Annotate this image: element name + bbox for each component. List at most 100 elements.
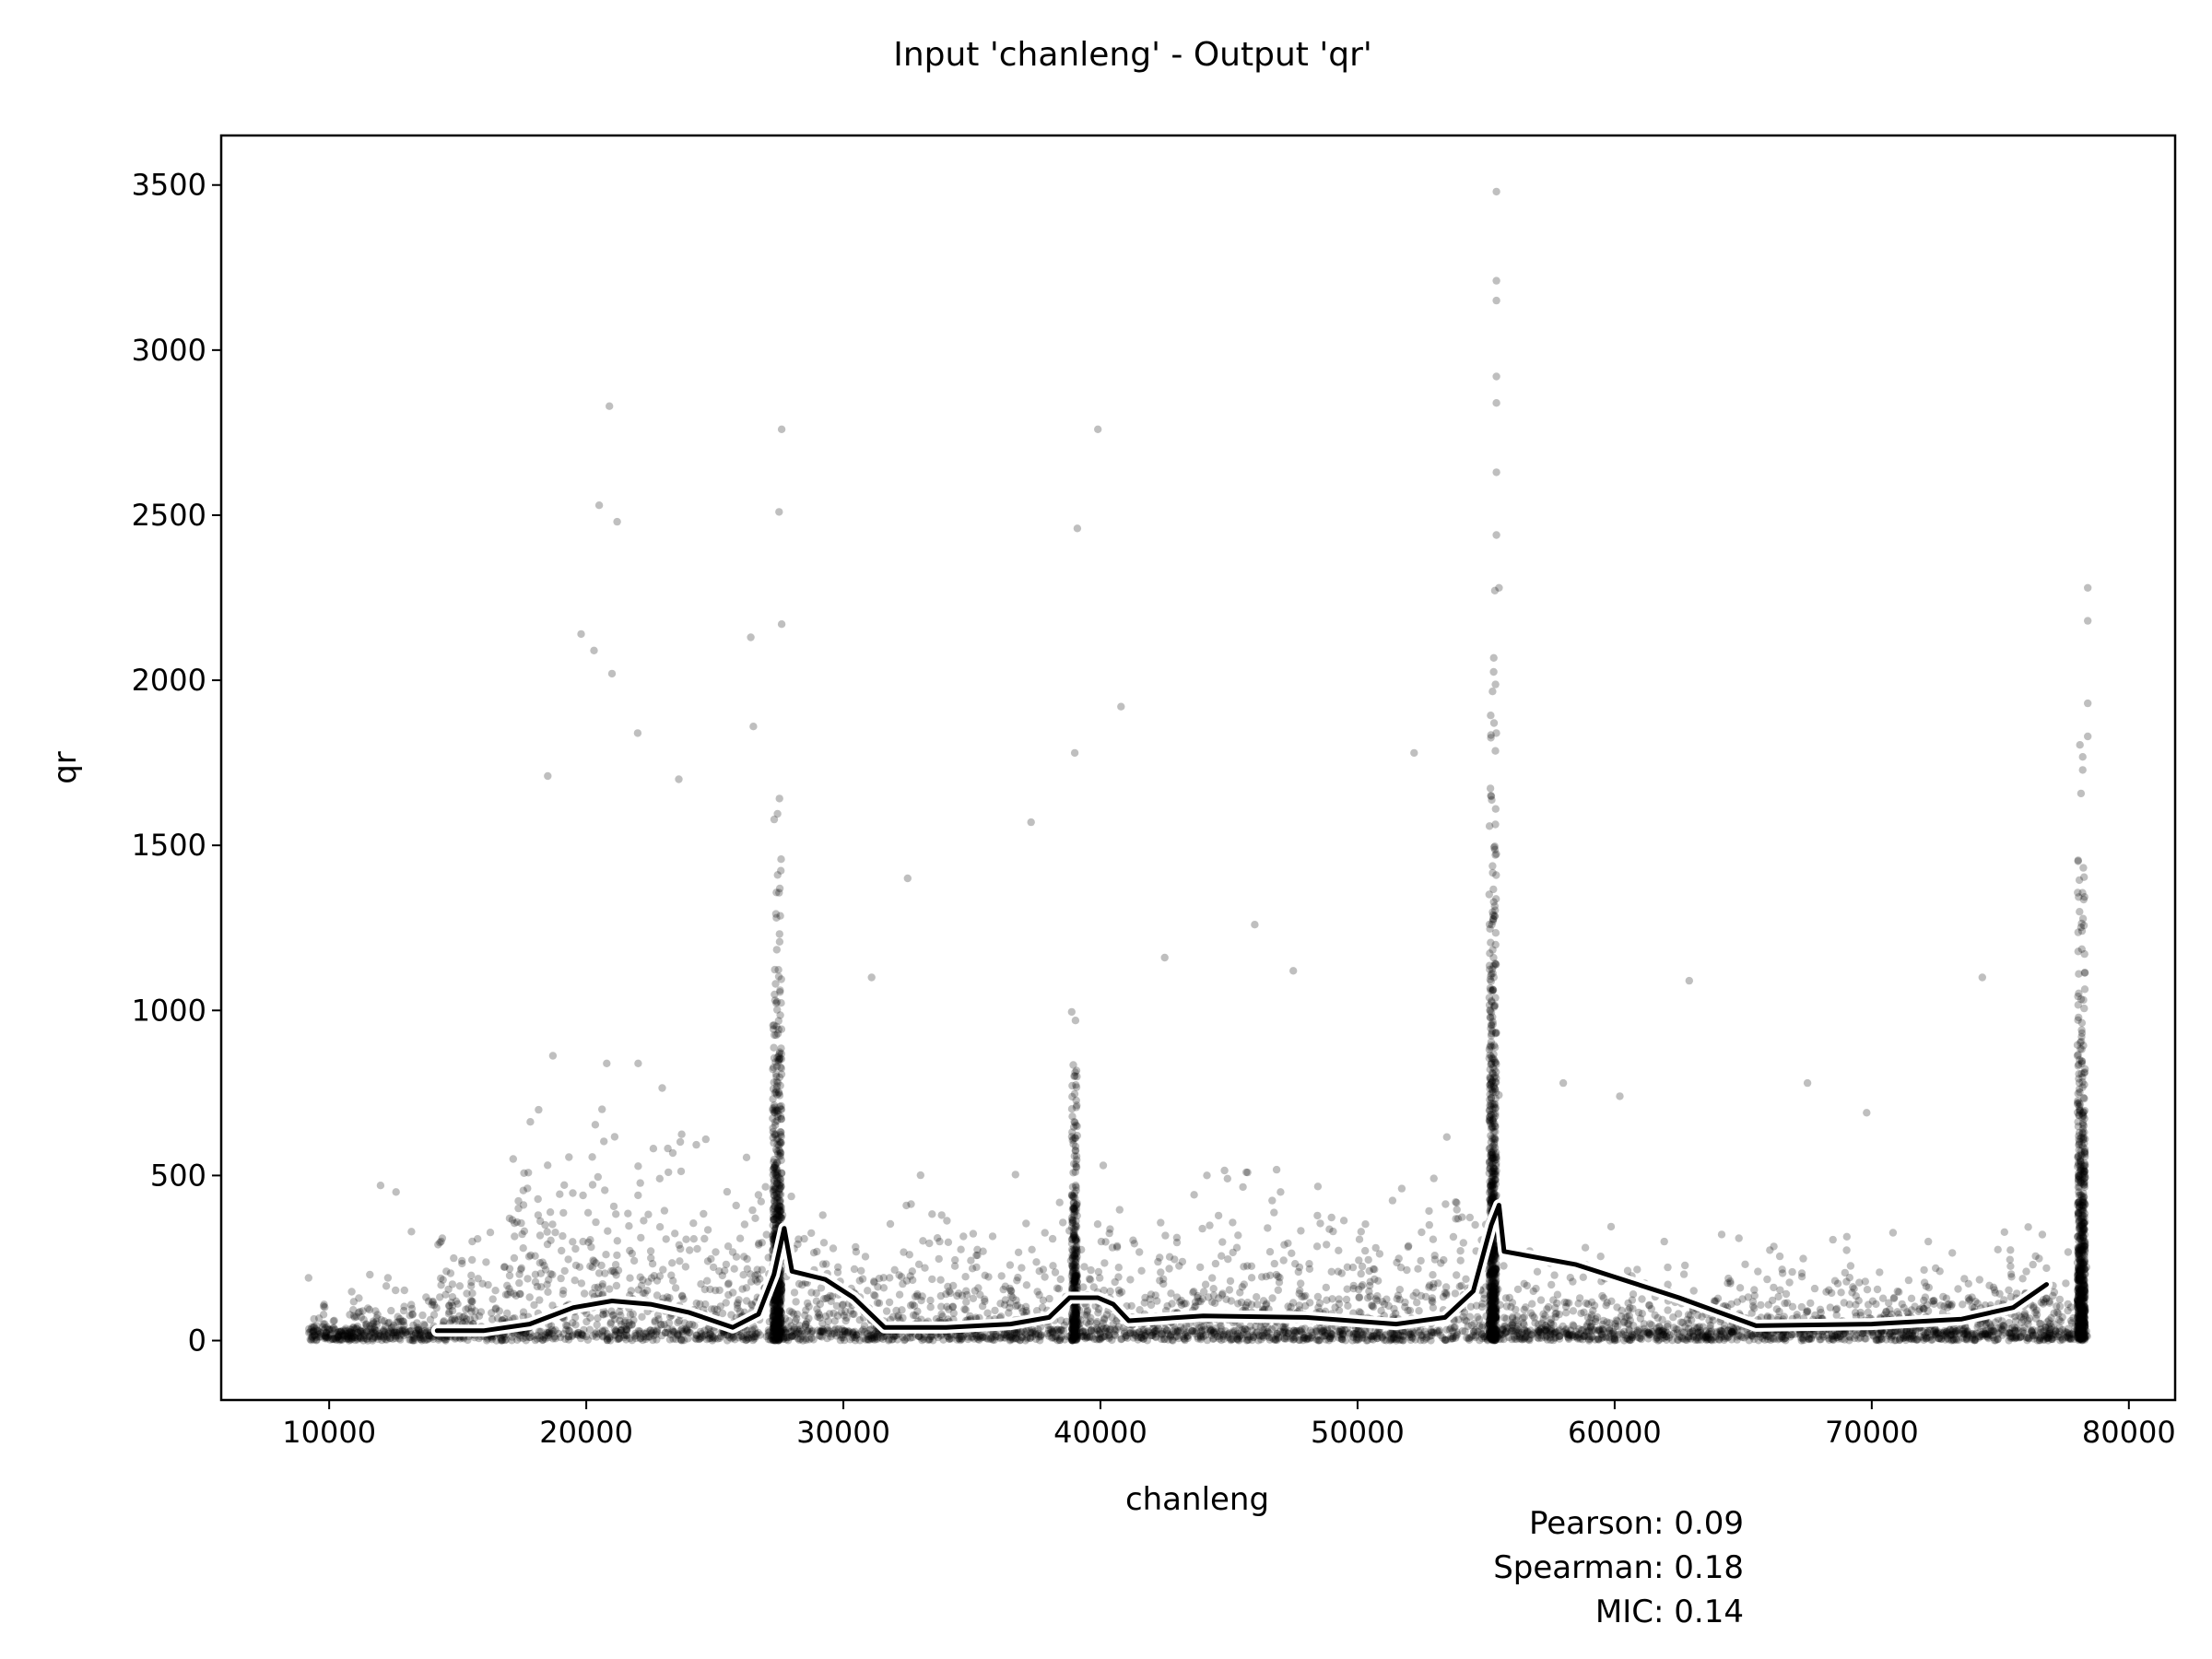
data-point [928, 1210, 936, 1218]
data-point [1052, 1332, 1060, 1341]
data-point [689, 1219, 698, 1228]
data-point [1699, 1323, 1707, 1331]
data-point [500, 1315, 509, 1324]
data-point [1095, 1305, 1103, 1313]
data-point [972, 1263, 981, 1272]
data-point [829, 1244, 838, 1253]
data-point [1344, 1301, 1352, 1311]
data-point [1553, 1290, 1562, 1299]
data-point [1508, 1320, 1516, 1329]
data-point [1224, 1333, 1232, 1342]
data-point [978, 1302, 987, 1311]
data-point [1785, 1278, 1794, 1287]
data-point [891, 1332, 900, 1340]
data-point [739, 1271, 747, 1279]
data-point [1803, 1332, 1811, 1341]
data-point [468, 1255, 477, 1265]
data-point [541, 1265, 550, 1274]
data-point [1449, 1335, 1457, 1343]
data-point [747, 1277, 756, 1286]
data-point [1092, 1335, 1101, 1344]
data-point [1102, 1311, 1112, 1319]
data-point [1114, 1286, 1124, 1295]
data-point [2064, 1329, 2072, 1337]
data-point [1499, 1330, 1507, 1338]
data-point [1574, 1300, 1583, 1308]
data-point [1430, 1252, 1439, 1260]
data-point [724, 1290, 733, 1300]
data-point [1054, 1285, 1064, 1293]
data-point [1763, 1312, 1772, 1321]
data-point [1738, 1295, 1747, 1303]
data-point [970, 1335, 979, 1343]
data-point [509, 1155, 517, 1163]
data-point [1863, 1286, 1872, 1294]
data-point [1093, 1220, 1102, 1229]
data-point [592, 1218, 600, 1227]
data-point [2064, 1324, 2073, 1333]
data-point [1770, 1283, 1778, 1292]
data-point [830, 1309, 838, 1318]
data-point [787, 1192, 795, 1201]
data-point [330, 1324, 338, 1332]
data-point [653, 1327, 662, 1335]
data-point [1939, 1292, 1947, 1301]
data-point [1534, 1325, 1542, 1334]
data-point [350, 1313, 359, 1322]
data-point [1500, 1322, 1509, 1331]
data-point [742, 1153, 751, 1162]
data-point [928, 1275, 936, 1284]
data-point [1726, 1326, 1735, 1335]
data-point [1520, 1312, 1529, 1322]
data-point [1348, 1263, 1358, 1272]
data-point [329, 1335, 338, 1344]
data-point [1562, 1299, 1571, 1307]
data-point [1500, 1335, 1508, 1344]
data-point [785, 1307, 794, 1315]
data-point [413, 1324, 422, 1332]
data-point [1644, 1329, 1653, 1337]
data-point [1954, 1285, 1962, 1293]
data-point [1037, 1333, 1045, 1341]
data-point [1270, 1208, 1278, 1217]
data-point [732, 1253, 741, 1261]
data-point [2000, 1323, 2008, 1331]
data-point [1965, 1297, 1973, 1305]
data-point [1909, 1332, 1917, 1340]
data-point [565, 1153, 573, 1161]
data-point [1664, 1306, 1672, 1314]
data-point [790, 1310, 798, 1318]
data-point [439, 1276, 447, 1284]
data-point [1901, 1335, 1910, 1345]
data-point [1763, 1335, 1772, 1344]
data-point [525, 1293, 534, 1301]
data-point [1613, 1303, 1621, 1312]
data-point [1405, 1241, 1413, 1251]
data-point [1300, 1334, 1309, 1342]
data-point [1754, 1267, 1762, 1276]
data-point [1786, 1333, 1794, 1341]
data-point [1013, 1277, 1021, 1285]
data-point [797, 1327, 806, 1335]
data-point [1156, 1277, 1164, 1285]
data-point [458, 1259, 466, 1268]
data-point [1225, 1286, 1234, 1294]
data-point [2054, 1331, 2064, 1339]
data-point [800, 1234, 808, 1243]
data-point [730, 1265, 738, 1273]
data-point [1901, 1331, 1911, 1340]
data-point [735, 1234, 745, 1242]
data-point [1717, 1230, 1726, 1239]
data-point [1327, 1267, 1335, 1277]
data-point [1828, 1332, 1837, 1340]
data-point [1171, 1325, 1180, 1334]
data-point [1257, 1273, 1266, 1281]
data-point [626, 1334, 634, 1343]
data-point [636, 1327, 644, 1335]
data-point [1117, 1288, 1126, 1297]
data-point [321, 1303, 329, 1312]
data-point [751, 1271, 759, 1280]
data-point [1550, 1271, 1559, 1279]
data-point [740, 1220, 749, 1229]
data-point [611, 1261, 620, 1269]
